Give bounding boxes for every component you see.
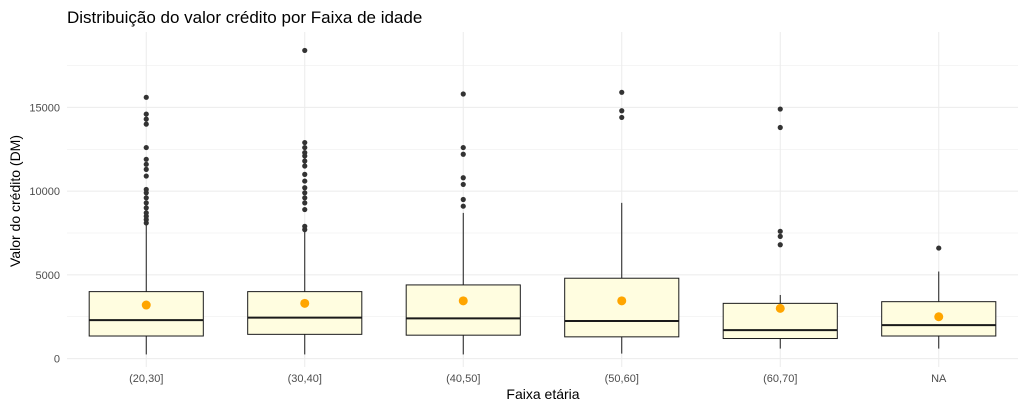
outlier-point bbox=[143, 161, 149, 167]
box-group-5 bbox=[722, 106, 838, 349]
x-axis-ticks: (20,30] (30,40] (40,50] (50,60] (60,70] NA bbox=[129, 373, 947, 385]
mean-point bbox=[934, 312, 944, 322]
outlier-point bbox=[460, 151, 466, 157]
outlier-point bbox=[777, 124, 783, 131]
outlier-point bbox=[302, 139, 308, 146]
outlier-point bbox=[460, 196, 466, 203]
outlier-point bbox=[143, 173, 149, 179]
mean-point bbox=[617, 296, 627, 306]
x-tick-label: NA bbox=[931, 373, 947, 385]
outlier-point bbox=[143, 121, 149, 127]
box-group-4 bbox=[564, 89, 680, 354]
outlier-point bbox=[936, 245, 942, 251]
outlier-point bbox=[619, 89, 625, 95]
outlier-point bbox=[143, 166, 149, 172]
outlier-point bbox=[143, 195, 149, 201]
outlier-point bbox=[619, 114, 625, 121]
outlier-point bbox=[302, 185, 308, 191]
outlier-point bbox=[302, 150, 308, 156]
outlier-point bbox=[460, 181, 466, 188]
x-tick-label: (40,50] bbox=[446, 373, 480, 385]
outlier-point bbox=[302, 144, 308, 151]
outlier-point bbox=[143, 186, 149, 193]
y-tick-label: 5000 bbox=[36, 270, 60, 282]
outlier-point bbox=[460, 91, 466, 97]
chart-title: Distribuição do valor crédito por Faixa … bbox=[67, 8, 422, 27]
outlier-point bbox=[143, 210, 149, 216]
outlier-point bbox=[302, 158, 308, 164]
x-axis-title: Faixa etária bbox=[506, 386, 579, 402]
box bbox=[88, 291, 204, 337]
outlier-point bbox=[143, 94, 149, 100]
outlier-point bbox=[143, 144, 149, 151]
outlier-point bbox=[302, 47, 308, 54]
y-tick-label: 15000 bbox=[29, 102, 60, 114]
box-group-1 bbox=[88, 94, 204, 355]
x-tick-label: (60,70] bbox=[763, 373, 797, 385]
outlier-point bbox=[302, 171, 308, 177]
outlier-point bbox=[143, 116, 149, 122]
x-tick-label: (30,40] bbox=[288, 373, 322, 385]
y-axis-ticks: 0 5000 10000 15000 bbox=[29, 102, 60, 365]
outlier-point bbox=[302, 190, 308, 196]
outlier-point bbox=[302, 206, 308, 213]
y-tick-label: 10000 bbox=[29, 186, 60, 198]
mean-point bbox=[775, 303, 785, 313]
outlier-point bbox=[143, 200, 149, 206]
outlier-point bbox=[143, 156, 149, 162]
box bbox=[247, 291, 363, 335]
outlier-point bbox=[302, 200, 308, 206]
box-group-6 bbox=[881, 245, 997, 349]
mean-point bbox=[458, 296, 468, 306]
outlier-point bbox=[302, 223, 308, 229]
box bbox=[405, 284, 521, 336]
box bbox=[564, 277, 680, 338]
outlier-point bbox=[460, 203, 466, 209]
outlier-point bbox=[302, 195, 308, 201]
grid bbox=[67, 32, 1018, 367]
outlier-point bbox=[777, 242, 783, 248]
box-group-2 bbox=[247, 47, 363, 355]
outlier-point bbox=[619, 108, 625, 114]
y-tick-label: 0 bbox=[54, 354, 60, 366]
outlier-point bbox=[460, 144, 466, 151]
outlier-point bbox=[302, 163, 308, 169]
box-group-3 bbox=[405, 91, 521, 355]
x-tick-label: (20,30] bbox=[129, 373, 163, 385]
outlier-point bbox=[777, 233, 783, 239]
x-tick-label: (50,60] bbox=[605, 373, 639, 385]
outlier-point bbox=[302, 178, 308, 184]
outlier-point bbox=[777, 106, 783, 112]
mean-point bbox=[300, 298, 310, 308]
outlier-point bbox=[460, 175, 466, 181]
mean-point bbox=[141, 300, 151, 310]
outlier-point bbox=[143, 111, 149, 117]
boxes bbox=[88, 47, 997, 355]
y-axis-title: Valor do crédito (DM) bbox=[7, 135, 23, 267]
outlier-point bbox=[777, 228, 783, 234]
outlier-point bbox=[143, 205, 149, 211]
